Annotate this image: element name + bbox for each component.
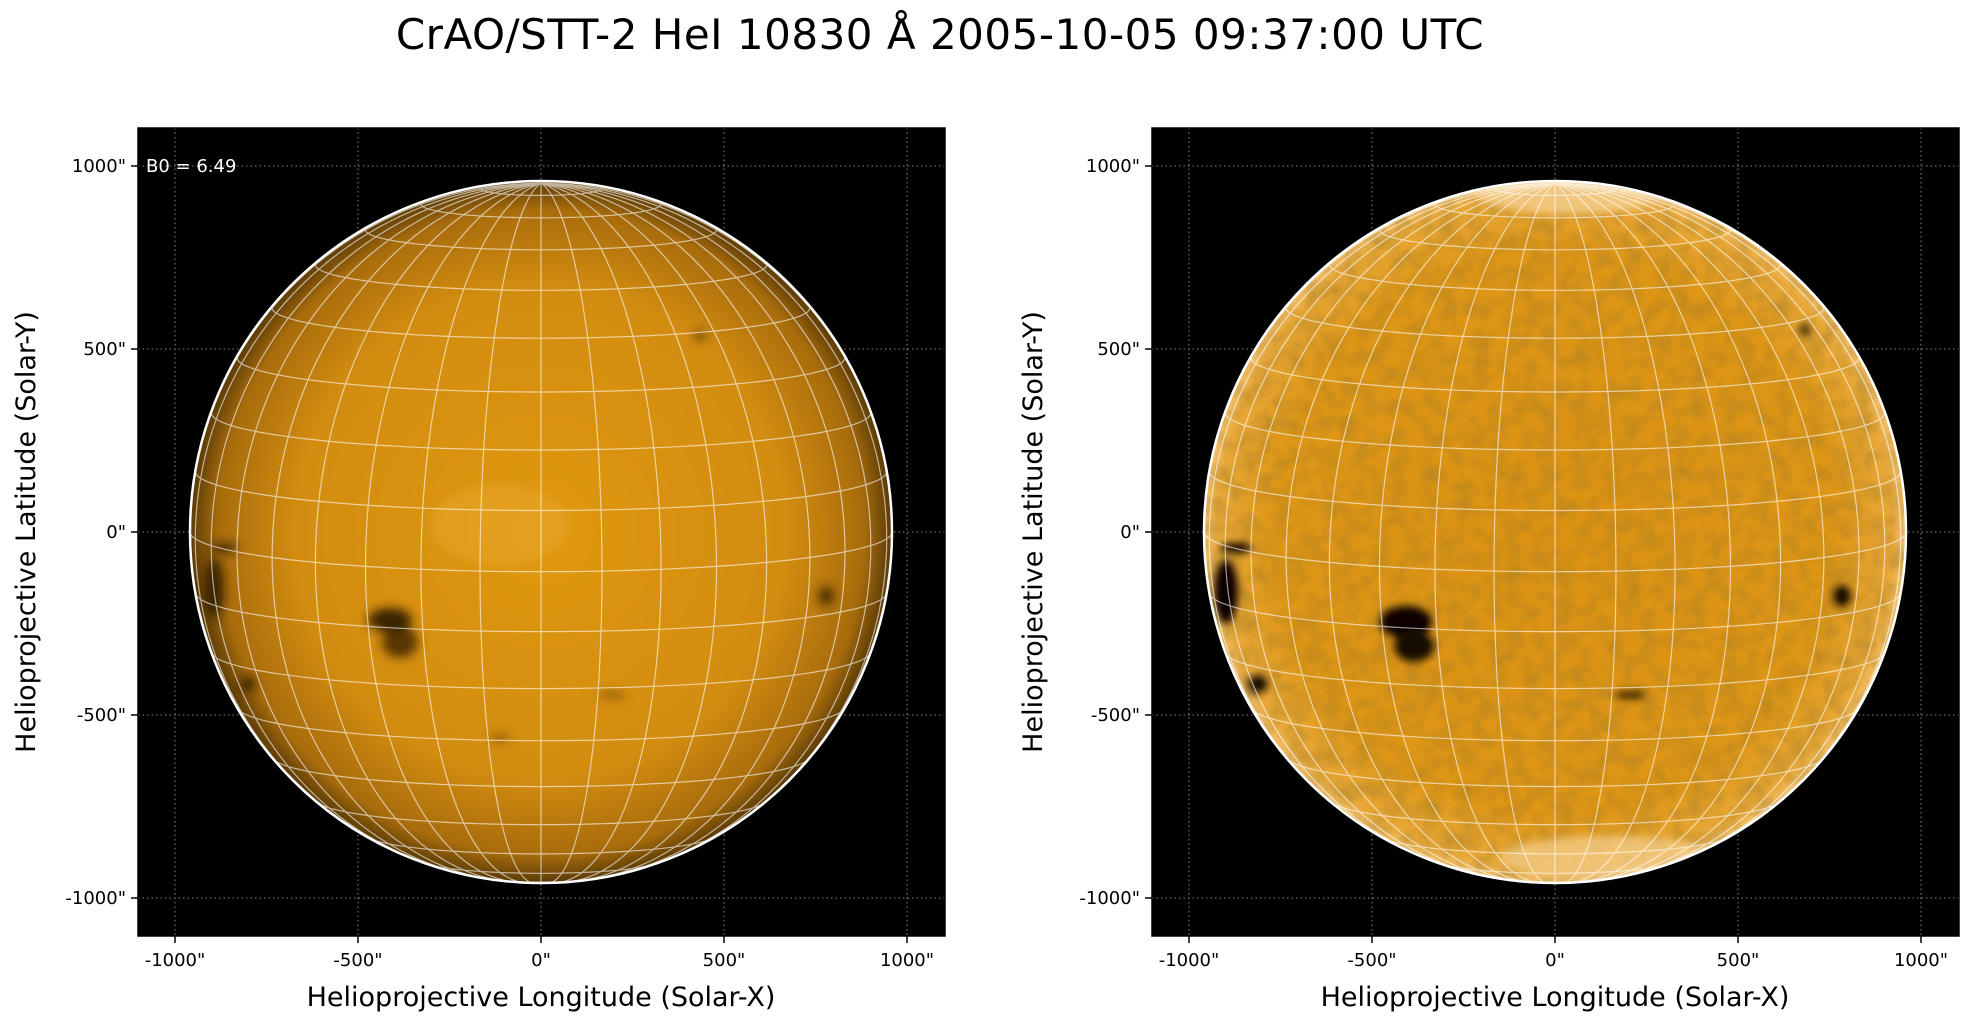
left-panel: -1000" -500" 0" 500" 1000" 1000" 500" 0"… [11,127,946,1013]
grid-line [314,182,542,882]
grid-line [236,182,542,876]
grid-line [364,182,542,883]
figure-title: CrAO/STT-2 HeI 10830 Å 2005-10-05 09:37:… [395,10,1485,59]
y-tick-label: -1000" [65,888,126,909]
grid-line [540,182,888,826]
grid-line [1378,182,1556,883]
grid-line [1554,182,1860,876]
grid-line [1328,182,1556,882]
grid-line [1224,182,1556,865]
grid-line [479,182,542,883]
ticks [131,165,908,943]
x-axis-label: Helioprojective Longitude (Solar-X) [1321,982,1790,1013]
x-tick-label: -500" [333,950,382,971]
grid-line [1554,182,1886,865]
grid-line [540,182,872,865]
grid-line [540,182,718,883]
grid-line [540,182,603,883]
grid-line [540,182,662,883]
grid-line [271,182,542,879]
y-tick-label: 500" [1097,339,1140,360]
x-tick-label: -1000" [1159,950,1220,971]
grid-line [540,182,846,876]
grid-line [1493,182,1556,883]
grid-line [1554,182,1782,882]
right-panel: -1000" -500" 0" 500" 1000" 1000" 500" 0"… [1018,127,1960,1013]
solar-limb [188,179,894,885]
x-tick-label: 1000" [880,950,934,971]
grid-line [194,182,542,826]
x-tick-label: 1000" [1894,950,1948,971]
ticks [1145,165,1922,943]
y-tick-label: -1000" [1079,888,1140,909]
y-axis-label: Helioprojective Latitude (Solar-Y) [1018,311,1049,753]
solar-limb [1202,179,1908,885]
grid-line [540,182,768,882]
grid-line [1554,182,1902,826]
grid-line [1285,182,1556,879]
heliographic-grid [1204,182,1906,883]
x-axis-label: Helioprojective Longitude (Solar-X) [307,982,776,1013]
y-tick-label: 1000" [72,156,126,177]
grid-line [1554,182,1825,879]
grid-line [1554,182,1676,883]
x-tick-label: -500" [1347,950,1396,971]
b0-annotation: B0 = 6.49 [146,156,236,177]
heliographic-grid [190,182,892,883]
grid-line [1250,182,1556,876]
grid-line [540,182,811,879]
grid-line [420,182,542,883]
y-tick-label: -500" [77,705,126,726]
grid-line [210,182,542,865]
grid-line [1208,182,1556,826]
x-tick-label: 500" [703,950,746,971]
y-tick-label: 1000" [1086,156,1140,177]
x-tick-label: 0" [1545,950,1565,971]
y-tick-label: -500" [1091,705,1140,726]
grid-line [1554,182,1732,883]
y-axis-label: Helioprojective Latitude (Solar-Y) [11,311,42,753]
x-tick-label: 500" [1717,950,1760,971]
x-tick-label: -1000" [145,950,206,971]
y-tick-label: 0" [106,522,126,543]
y-tick-label: 0" [1120,522,1140,543]
x-tick-label: 0" [531,950,551,971]
y-tick-label: 500" [83,339,126,360]
grid-line [1554,182,1617,883]
grid-line [1434,182,1556,883]
